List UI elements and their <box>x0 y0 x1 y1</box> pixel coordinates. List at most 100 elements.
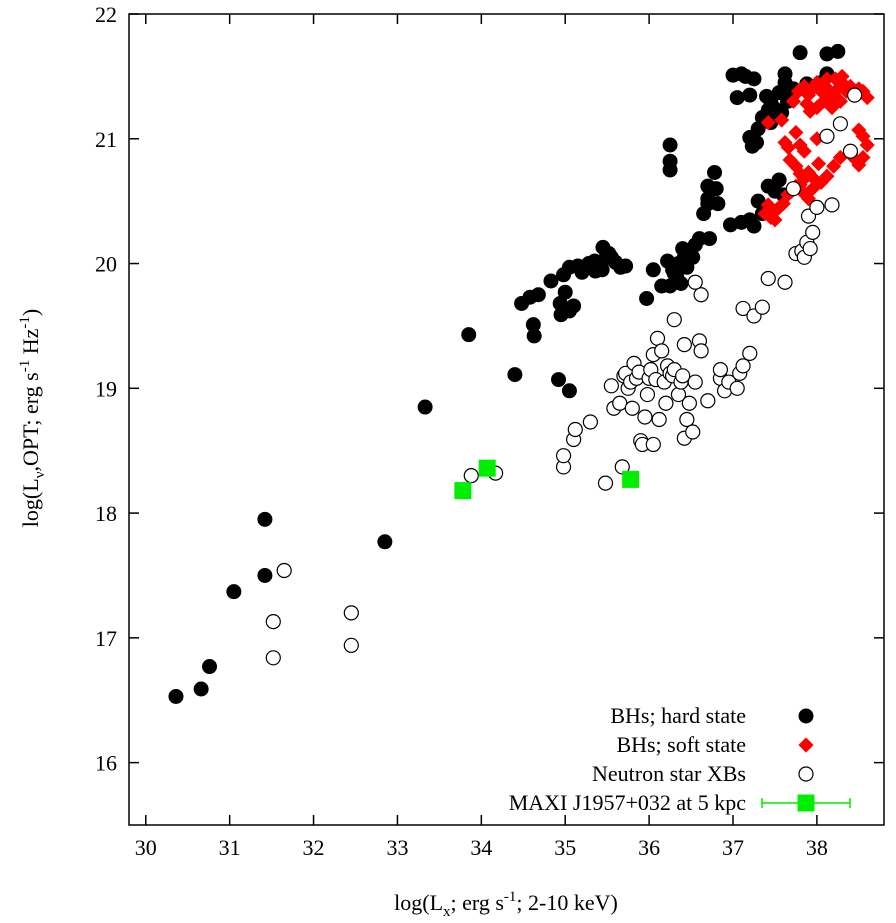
data-point <box>612 395 628 411</box>
x-tick-label: 30 <box>135 835 157 860</box>
y-tick-label: 20 <box>95 252 117 277</box>
data-point <box>567 421 583 438</box>
data-point <box>618 258 634 274</box>
x-tick-label: 37 <box>722 835 744 860</box>
data-point <box>729 380 745 396</box>
x-tick-label: 35 <box>554 835 576 860</box>
data-point <box>651 411 667 428</box>
x-tick-label: 38 <box>806 835 828 860</box>
data-point <box>796 143 812 159</box>
data-point <box>679 411 695 428</box>
data-point <box>265 614 281 630</box>
data-point <box>645 262 661 278</box>
data-point <box>417 399 433 415</box>
data-point <box>551 372 567 388</box>
data-point <box>729 90 745 106</box>
data-point <box>842 143 859 159</box>
data-point <box>555 448 572 464</box>
data-point <box>760 270 776 287</box>
data-point <box>746 71 762 87</box>
data-point <box>687 274 703 290</box>
data-point <box>685 424 701 440</box>
data-point <box>693 287 709 303</box>
legend-label: BHs; soft state <box>616 732 746 757</box>
data-point <box>591 261 607 277</box>
data-point <box>805 224 821 240</box>
data-point <box>478 459 496 477</box>
data-point <box>666 312 682 328</box>
data-point <box>760 114 776 131</box>
data-point <box>343 605 359 621</box>
data-point <box>712 361 729 378</box>
data-point <box>771 172 787 188</box>
data-point <box>639 386 656 403</box>
series-3 <box>454 459 640 500</box>
data-point <box>832 116 848 132</box>
data-point <box>819 168 835 184</box>
data-point <box>377 534 393 550</box>
tick-layer: 30 31 32 33 34 35 36 37 38 16 17 18 19 20 21 22 <box>95 2 884 860</box>
data-point <box>809 199 825 215</box>
data-point <box>708 181 724 197</box>
data-point <box>566 298 582 314</box>
legend-symbol <box>798 737 814 753</box>
legend-label: MAXI J1957+032 at 5 kpc <box>509 790 747 815</box>
data-point <box>276 562 292 579</box>
data-point <box>859 90 875 106</box>
y-tick-label: 17 <box>95 626 117 651</box>
data-point <box>265 650 281 666</box>
data-point <box>603 378 619 394</box>
data-point <box>649 330 666 346</box>
data-point <box>816 93 832 109</box>
legend-label: Neutron star XBs <box>592 761 746 786</box>
y-tick-label: 18 <box>95 501 117 526</box>
data-point <box>624 400 640 416</box>
data-point <box>676 337 692 353</box>
data-point <box>824 197 840 213</box>
data-point <box>645 436 661 453</box>
data-point <box>802 240 818 257</box>
data-point <box>710 196 726 212</box>
data-point <box>543 273 559 289</box>
data-point <box>454 482 472 500</box>
data-point <box>463 468 479 484</box>
data-point <box>785 93 801 109</box>
data-points <box>168 43 875 704</box>
legend-symbol <box>798 708 814 724</box>
data-point <box>526 328 542 344</box>
data-point <box>707 164 723 180</box>
series-0 <box>168 43 846 704</box>
data-point <box>597 475 614 491</box>
data-point <box>685 249 701 265</box>
data-point <box>662 137 678 153</box>
data-point <box>507 367 523 383</box>
data-point <box>811 156 827 172</box>
x-tick-label: 36 <box>638 835 660 860</box>
data-point <box>622 470 640 488</box>
x-axis-title: log(Lx; erg s-1; 2-10 keV) <box>394 889 618 920</box>
data-point <box>461 327 477 343</box>
data-point <box>748 135 764 151</box>
data-point <box>788 124 804 141</box>
data-point <box>830 43 846 59</box>
data-point <box>834 68 850 84</box>
data-point <box>693 343 709 359</box>
data-point <box>735 358 751 374</box>
data-point <box>855 149 871 166</box>
data-point <box>557 284 573 300</box>
data-point <box>777 66 793 82</box>
data-point <box>819 128 835 144</box>
x-tick-label: 34 <box>470 835 492 860</box>
data-point <box>658 395 674 411</box>
data-point <box>702 231 718 247</box>
data-point <box>754 299 770 315</box>
data-point <box>742 345 758 361</box>
data-point <box>777 274 793 290</box>
data-point <box>687 374 703 390</box>
data-point <box>654 343 670 359</box>
data-point <box>582 414 598 430</box>
legend: BHs; hard state BHs; soft state Neutron st… <box>509 703 851 815</box>
data-point <box>681 395 697 411</box>
data-point <box>774 112 790 128</box>
